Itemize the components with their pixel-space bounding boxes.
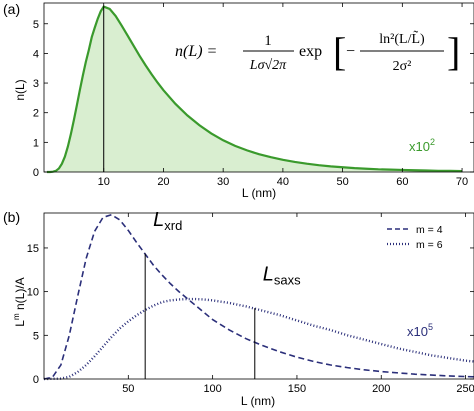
panel-a-xtick-label: 70 <box>456 176 468 188</box>
panel-a-plot-area: 10 20 30 40 50 60 70 0 1 2 3 4 5 <box>33 2 474 188</box>
formula-bracket-left: [ <box>333 29 346 74</box>
panel-a-xtick-label: 30 <box>217 176 229 188</box>
formula-bracket-right: ] <box>447 29 460 74</box>
panel-b-scale-note: x105 <box>407 322 433 339</box>
panel-b-series-1-line <box>43 213 474 380</box>
panel-a-area-fill <box>46 6 463 173</box>
panel-b-annotation-xrd-sub: xrd <box>164 218 182 233</box>
panel-b-axes-box <box>43 212 474 380</box>
panel-b-ylabel-rest: n(L)/A <box>13 277 27 313</box>
panel-b-annotation-saxs-sub: saxs <box>274 273 301 288</box>
panel-b-scale-exp: 5 <box>428 322 433 332</box>
panel-a-xtick-label: 40 <box>277 176 289 188</box>
panel-a-xtick-label: 20 <box>157 176 169 188</box>
panel-a-ytick-label: 5 <box>33 19 39 31</box>
panel-a-xtick-label: 50 <box>336 176 348 188</box>
panel-b-xtick-label: 50 <box>122 383 134 395</box>
panel-a-label: (a) <box>3 1 20 17</box>
panel-b-xtick-label: 250 <box>456 383 474 395</box>
panel-a-ytick-label: 1 <box>33 137 39 149</box>
panel-a-xtick-label: 60 <box>396 176 408 188</box>
panel-b-series-2-line <box>43 297 474 381</box>
panel-b-ytick-label: 15 <box>27 243 39 255</box>
formula-minus: − <box>346 43 355 60</box>
panel-a-scale-base: x10 <box>409 139 430 154</box>
legend-label-m6: m = 6 <box>416 239 443 251</box>
panel-a-ytick-label: 2 <box>33 108 39 120</box>
panel-a-xtick-label: 10 <box>98 176 110 188</box>
formula-numerator: 1 <box>264 33 272 49</box>
panel-a-series-1-line <box>46 5 463 174</box>
panel-b-label: (b) <box>3 209 20 225</box>
panel-a-axes-box <box>43 2 474 173</box>
panel-b-xtick-label: 100 <box>203 383 221 395</box>
panel-a-scale-exp: 2 <box>430 137 435 147</box>
panel-b-ytick-label: 5 <box>33 330 39 342</box>
panel-b-xlabel: L (nm) <box>241 394 275 408</box>
panel-b-scale-base: x10 <box>407 324 428 339</box>
panel-a-ytick-label: 0 <box>33 167 39 179</box>
panel-a-ytick-label: 3 <box>33 78 39 90</box>
panel-a: (a) n(L) L (nm) 10 20 30 40 50 60 70 0 1 2 3 4 5 n(L… <box>3 1 474 200</box>
formula-inner-denominator: 2σ² <box>393 59 412 74</box>
panel-b-ylabel-sup: m <box>12 313 21 320</box>
panel-b-xtick-label: 200 <box>372 383 390 395</box>
panel-b-annotation-saxs: Lsaxs <box>263 264 301 288</box>
formula-inner-numerator: ln²(L/L̃) <box>379 30 425 47</box>
panel-b-legend: m = 4 m = 6 <box>387 224 443 251</box>
panel-a-scale-note: x102 <box>409 137 435 154</box>
formula-lhs: n(L) = <box>175 43 217 60</box>
panel-a-formula: n(L) = 1 Lσ√2π exp [ − ln²(L/L̃) 2σ² ] <box>175 29 460 74</box>
panel-b-ylabel: Lm n(L)/A <box>12 277 27 326</box>
panel-a-xlabel: L (nm) <box>242 186 276 200</box>
formula-exp: exp <box>299 43 322 60</box>
panel-a-ytick-label: 4 <box>33 48 39 60</box>
panel-a-ylabel: n(L) <box>13 79 27 100</box>
formula-denominator: Lσ√2π <box>249 58 287 73</box>
panel-b-ytick-label: 10 <box>27 287 39 299</box>
legend-label-m4: m = 4 <box>416 224 443 236</box>
panel-b-ytick-label: 0 <box>33 374 39 386</box>
panel-b-xtick-label: 150 <box>288 383 306 395</box>
